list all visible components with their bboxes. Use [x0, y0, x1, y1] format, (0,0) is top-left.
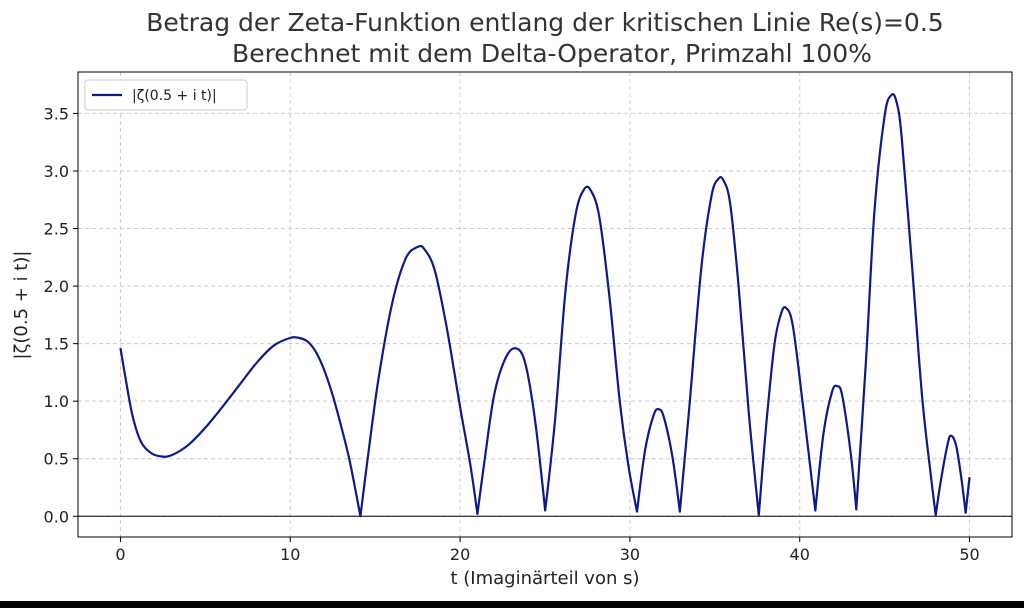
plot-frame [77, 71, 1013, 538]
bottom-border-bar [0, 601, 1024, 608]
x-tick-label: 30 [620, 545, 640, 564]
legend-box [84, 79, 248, 111]
x-tick-label: 10 [280, 545, 300, 564]
y-axis-ticks: 0.0 0.5 1.0 1.5 2.0 2.5 3.0 3.5 [44, 104, 78, 526]
y-tick-label: 3.5 [44, 104, 69, 123]
x-tick-label: 0 [115, 545, 125, 564]
y-tick-label: 0.5 [44, 450, 69, 469]
x-tick-label: 20 [450, 545, 470, 564]
chart-subtitle: Berechnet mit dem Delta-Operator, Primza… [232, 39, 872, 68]
x-axis-label: t (Imaginärteil von s) [451, 568, 640, 589]
y-tick-label: 3.0 [44, 162, 69, 181]
y-tick-label: 2.0 [44, 277, 69, 296]
x-axis-ticks: 0 10 20 30 40 50 [115, 537, 980, 564]
y-tick-label: 0.0 [44, 507, 69, 526]
x-tick-label: 40 [790, 545, 810, 564]
x-tick-label: 50 [959, 545, 979, 564]
grid [78, 72, 1012, 537]
chart-title: Betrag der Zeta-Funktion entlang der kri… [146, 8, 943, 37]
y-axis-label: |ζ(0.5 + i t)| [11, 251, 32, 360]
legend: |ζ(0.5 + i t)| [84, 79, 248, 111]
series-layer [119, 93, 971, 518]
y-tick-label: 1.5 [44, 335, 69, 354]
series-line [119, 93, 971, 518]
y-tick-label: 2.5 [44, 220, 69, 239]
legend-label: |ζ(0.5 + i t)| [132, 88, 217, 104]
y-tick-label: 1.0 [44, 392, 69, 411]
